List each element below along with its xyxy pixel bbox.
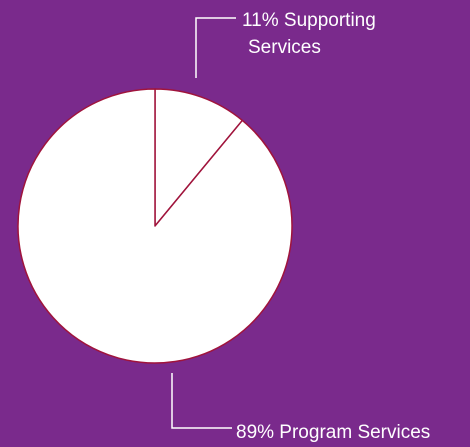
pie-slices bbox=[17, 88, 293, 364]
pie-slice-supporting-services bbox=[154, 88, 244, 227]
slice-label-program-line1: 89% Program Services bbox=[236, 422, 430, 443]
slice-label-supporting: 11% Supporting Services bbox=[242, 10, 381, 58]
slice-label-supporting-line2: Services bbox=[248, 37, 321, 58]
leader-line-program bbox=[171, 373, 232, 429]
pie-slice-program-services bbox=[17, 88, 293, 364]
leader-line-supporting bbox=[195, 17, 236, 78]
slice-label-supporting-line1: 11% Supporting bbox=[242, 10, 376, 31]
slice-label-program: 89% Program Services bbox=[236, 422, 430, 443]
